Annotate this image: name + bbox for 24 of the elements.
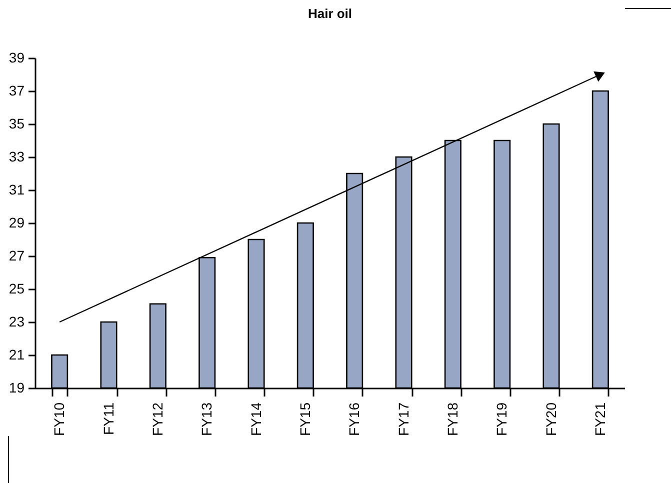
x-tick-label: FY13 <box>198 402 215 436</box>
y-tick-label: 39 <box>8 50 25 66</box>
x-tick-label: FY12 <box>149 402 166 436</box>
x-tick-label: FY15 <box>296 402 313 436</box>
x-tick-label: FY10 <box>51 402 68 436</box>
y-tick-label: 37 <box>8 82 25 98</box>
y-tick-label: 25 <box>8 280 25 296</box>
y-tick-label: 27 <box>8 248 25 264</box>
x-tick-label: FY21 <box>592 402 608 436</box>
x-tick-label: FY18 <box>444 402 460 436</box>
y-tick-label: 23 <box>8 314 25 330</box>
y-tick-label: 33 <box>8 148 25 164</box>
x-tick-label: FY16 <box>346 402 362 436</box>
y-tick-label: 29 <box>8 214 25 230</box>
x-tick-label: FY17 <box>395 402 412 436</box>
x-tick-label: FY14 <box>248 402 264 436</box>
x-tick-label: FY11 <box>100 402 116 435</box>
y-tick-label: 31 <box>8 182 25 198</box>
chart-title: Hair oil <box>308 6 352 21</box>
y-tick-label: 19 <box>8 380 25 396</box>
y-tick-label: 35 <box>8 116 25 132</box>
x-tick-label: FY19 <box>494 402 510 436</box>
y-tick-label: 21 <box>8 346 25 362</box>
x-tick-label: FY20 <box>542 402 559 436</box>
